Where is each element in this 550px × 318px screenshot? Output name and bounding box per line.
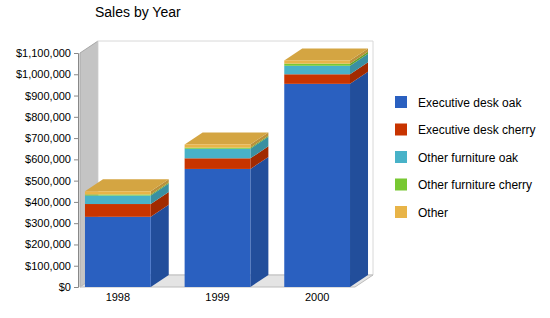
title: Sales by Year [95,4,181,20]
y-tick-label: $1,000,000 [16,68,71,80]
y-tick: $200,000 [25,238,78,250]
x-axis: 1998 1999 2000 [106,291,330,303]
y-tick: $400,000 [25,196,78,208]
y-tick-mark [74,96,78,97]
x-tick: 1999 [205,291,229,303]
bar [185,158,251,169]
y-tick: $0 [59,281,78,293]
y-tick: $100,000 [25,260,78,272]
y-tick-label: $100,000 [25,260,71,272]
legend-swatch [395,124,407,136]
bars [85,48,368,287]
y-tick: $900,000 [25,90,78,102]
y-tick: $500,000 [25,175,78,187]
y-tick-mark [74,223,78,224]
y-tick: $1,000,000 [16,68,78,80]
legend-swatch [395,179,407,191]
y-tick-mark [74,159,78,160]
y-tick-mark [74,266,78,267]
bar [85,217,151,287]
bar [85,194,151,195]
bar-side [350,72,368,287]
bar [185,169,251,287]
bar [284,66,350,75]
bar [85,191,151,194]
chart: Sales by Year$0$100,000$200,000$300,000$… [0,0,550,318]
bar [85,204,151,217]
legend-label: Other furniture cherry [418,178,532,192]
bar-side [250,157,268,287]
bar [185,148,251,149]
y-tick-mark [74,244,78,245]
y-tick: $600,000 [25,153,78,165]
bar [185,144,251,147]
y-tick-label: $300,000 [25,217,71,229]
legend-label: Executive desk oak [418,96,522,110]
x-tick: 1998 [106,291,130,303]
y-tick-mark [74,53,78,54]
legend-label: Other [418,206,448,220]
y-tick-mark [74,117,78,118]
y-tick-label: $0 [59,281,71,293]
y-tick-label: $1,100,000 [16,47,71,59]
legend-swatch [395,206,407,218]
bar [284,60,350,63]
x-tick-label: 2000 [305,291,329,303]
y-tick-label: $500,000 [25,175,71,187]
x-tick-label: 1999 [205,291,229,303]
bar [85,196,151,205]
y-tick: $700,000 [25,132,78,144]
bar [284,84,350,287]
y-tick-label: $700,000 [25,132,71,144]
bar-top [284,48,368,60]
y-tick-label: $900,000 [25,90,71,102]
y-tick: $800,000 [25,111,78,123]
y-tick-label: $600,000 [25,153,71,165]
bar [185,149,251,159]
y-tick-mark [74,181,78,182]
y-tick-mark [74,202,78,203]
legend-label: Other furniture oak [418,151,519,165]
legend-label: Executive desk cherry [418,123,535,137]
y-tick: $1,100,000 [16,47,78,59]
bar-top [185,132,269,144]
legend: Executive desk oak Executive desk cherry O… [395,96,535,220]
x-tick-label: 1998 [106,291,130,303]
y-tick-label: $400,000 [25,196,71,208]
legend-swatch [395,151,407,163]
legend-swatch [395,96,407,108]
bar [284,74,350,84]
y-axis: $0 $100,000 $200,000 $300,000 $400,000 $500,0… [16,47,79,293]
y-axis-line [74,54,79,288]
x-tick: 2000 [305,291,329,303]
bar-side [151,205,169,287]
bar [284,64,350,66]
y-tick-mark [74,287,78,288]
y-tick-label: $800,000 [25,111,71,123]
bar-top [85,179,169,191]
y-tick-label: $200,000 [25,238,71,250]
y-tick-mark [74,138,78,139]
y-tick: $300,000 [25,217,78,229]
y-tick-mark [74,74,78,75]
